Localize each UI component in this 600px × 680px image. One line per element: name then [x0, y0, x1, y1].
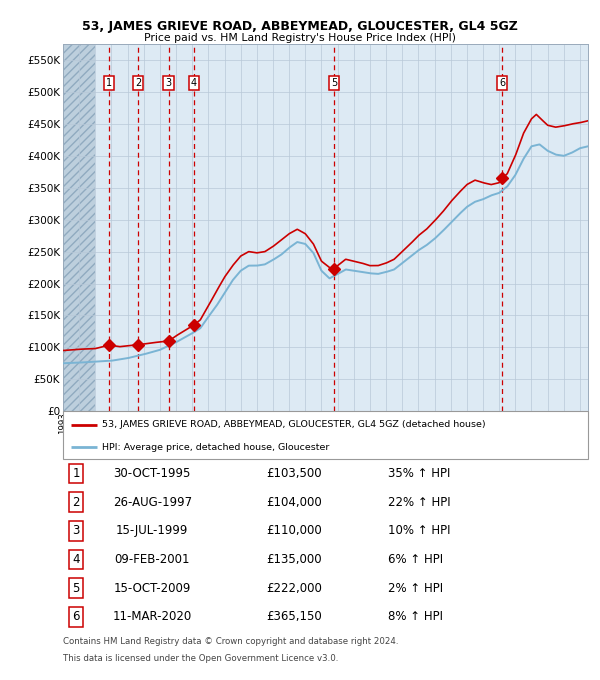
Text: 11-MAR-2020: 11-MAR-2020: [113, 611, 192, 624]
Text: £110,000: £110,000: [266, 524, 322, 537]
Text: 5: 5: [331, 78, 337, 88]
FancyBboxPatch shape: [63, 411, 588, 459]
Text: 35% ↑ HPI: 35% ↑ HPI: [389, 467, 451, 480]
Text: 8% ↑ HPI: 8% ↑ HPI: [389, 611, 443, 624]
Text: 22% ↑ HPI: 22% ↑ HPI: [389, 496, 451, 509]
Bar: [63, 44, 95, 411]
Bar: [63, 44, 95, 411]
Text: 10% ↑ HPI: 10% ↑ HPI: [389, 524, 451, 537]
Text: Contains HM Land Registry data © Crown copyright and database right 2024.: Contains HM Land Registry data © Crown c…: [63, 636, 398, 645]
Text: £222,000: £222,000: [266, 581, 322, 595]
Text: 30-OCT-1995: 30-OCT-1995: [113, 467, 191, 480]
Text: This data is licensed under the Open Government Licence v3.0.: This data is licensed under the Open Gov…: [63, 654, 338, 663]
Text: 3: 3: [73, 524, 80, 537]
Text: 3: 3: [166, 78, 172, 88]
Text: 4: 4: [73, 553, 80, 566]
Text: 6: 6: [499, 78, 505, 88]
Text: 15-JUL-1999: 15-JUL-1999: [116, 524, 188, 537]
Text: £365,150: £365,150: [266, 611, 322, 624]
Text: £104,000: £104,000: [266, 496, 322, 509]
Text: 53, JAMES GRIEVE ROAD, ABBEYMEAD, GLOUCESTER, GL4 5GZ: 53, JAMES GRIEVE ROAD, ABBEYMEAD, GLOUCE…: [82, 20, 518, 33]
Text: 15-OCT-2009: 15-OCT-2009: [113, 581, 191, 595]
Text: 2: 2: [135, 78, 141, 88]
Text: 09-FEB-2001: 09-FEB-2001: [115, 553, 190, 566]
Text: 6: 6: [73, 611, 80, 624]
Text: 4: 4: [191, 78, 197, 88]
Text: £135,000: £135,000: [266, 553, 322, 566]
Text: 2: 2: [73, 496, 80, 509]
Text: 5: 5: [73, 581, 80, 595]
Text: 1: 1: [106, 78, 112, 88]
Text: 2% ↑ HPI: 2% ↑ HPI: [389, 581, 443, 595]
Text: £103,500: £103,500: [266, 467, 322, 480]
Text: 6% ↑ HPI: 6% ↑ HPI: [389, 553, 443, 566]
Text: Price paid vs. HM Land Registry's House Price Index (HPI): Price paid vs. HM Land Registry's House …: [144, 33, 456, 43]
Text: 26-AUG-1997: 26-AUG-1997: [113, 496, 192, 509]
Text: 1: 1: [73, 467, 80, 480]
Text: 53, JAMES GRIEVE ROAD, ABBEYMEAD, GLOUCESTER, GL4 5GZ (detached house): 53, JAMES GRIEVE ROAD, ABBEYMEAD, GLOUCE…: [103, 420, 486, 429]
Text: HPI: Average price, detached house, Gloucester: HPI: Average price, detached house, Glou…: [103, 443, 330, 452]
